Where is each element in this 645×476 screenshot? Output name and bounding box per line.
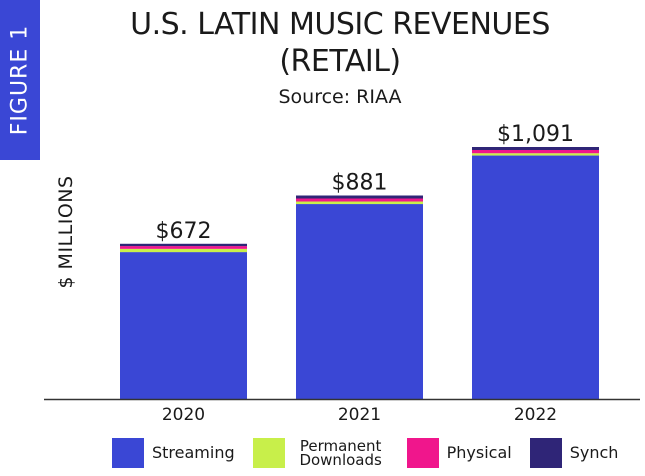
bar-chart: $672 2020 $881 2021 $1,091 2022 xyxy=(44,122,640,425)
legend-swatch-synch xyxy=(529,438,562,468)
x-tick-2020: 2020 xyxy=(162,405,205,425)
x-tick-2021: 2021 xyxy=(338,405,381,425)
legend: Streaming Permanent Downloads Physical S… xyxy=(112,438,636,468)
bar-2022-synch xyxy=(472,147,599,151)
legend-swatch-physical xyxy=(406,438,439,468)
bar-2020-downloads xyxy=(120,248,247,253)
figure-tab: FIGURE 1 xyxy=(0,0,40,160)
chart-subtitle: Source: RIAA xyxy=(278,86,402,108)
total-label-2022: $1,091 xyxy=(497,122,574,147)
bar-2022-downloads xyxy=(472,153,599,156)
total-label-2020: $672 xyxy=(156,219,212,244)
legend-label-physical: Physical xyxy=(446,443,512,462)
legend-item-physical: Physical xyxy=(406,438,512,468)
legend-swatch-streaming xyxy=(112,438,144,468)
chart-title: U.S. LATIN MUSIC REVENUES (RETAIL) xyxy=(130,7,550,79)
legend-item-synch: Synch xyxy=(529,438,619,468)
bar-2020-synch xyxy=(120,243,247,247)
legend-item-streaming: Streaming xyxy=(112,438,235,468)
total-label-2021: $881 xyxy=(332,171,388,196)
bar-2021-synch xyxy=(296,195,423,199)
legend-label-downloads: Permanent Downloads xyxy=(299,437,382,469)
bar-2022-streaming xyxy=(472,155,599,399)
legend-label-synch: Synch xyxy=(569,443,619,462)
bar-2020-streaming xyxy=(120,252,247,399)
legend-item-downloads: Permanent Downloads xyxy=(252,437,389,469)
bar-2021-physical xyxy=(296,198,423,202)
bar-2020-physical xyxy=(120,246,247,249)
x-tick-2022: 2022 xyxy=(514,405,557,425)
legend-label-streaming: Streaming xyxy=(152,443,235,462)
legend-swatch-downloads xyxy=(252,438,285,468)
bar-2022-physical xyxy=(472,150,599,154)
bar-2021-downloads xyxy=(296,201,423,205)
bar-2021-streaming xyxy=(296,204,423,399)
